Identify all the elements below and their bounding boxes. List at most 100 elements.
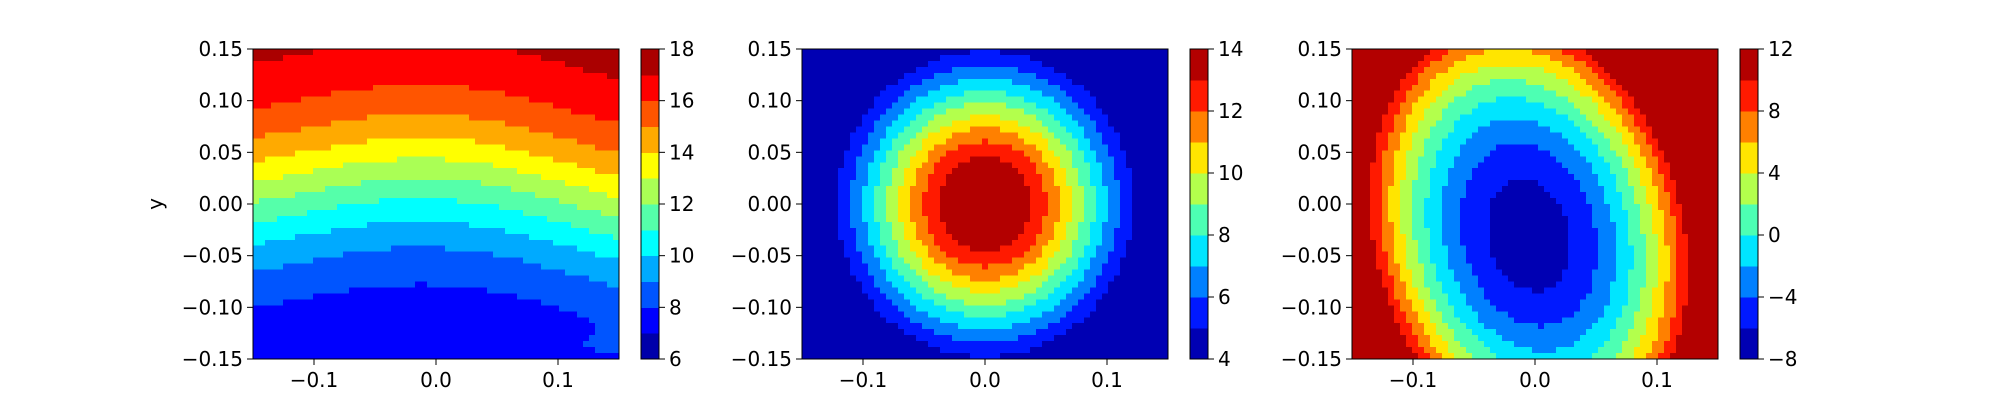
contour-cell	[493, 287, 500, 295]
contour-cell	[1072, 126, 1079, 134]
contour-cell	[880, 54, 887, 62]
contour-cell	[589, 84, 596, 92]
contour-cell	[541, 186, 548, 193]
contour-cell	[439, 168, 446, 175]
contour-cell	[571, 287, 578, 295]
contour-cell	[1114, 84, 1121, 92]
contour-cell	[433, 347, 440, 354]
contour-cell	[958, 150, 965, 157]
contour-cell	[391, 221, 398, 229]
contour-cell	[1060, 192, 1067, 199]
contour-cell	[289, 84, 296, 92]
contour-cell	[589, 150, 596, 157]
contour-cell	[469, 323, 476, 330]
contour-cell	[1138, 132, 1145, 140]
contour-cell	[547, 132, 554, 140]
contour-cell	[481, 347, 488, 354]
contour-cell	[1066, 126, 1073, 134]
contour-cell	[487, 132, 494, 140]
contour-cell	[493, 198, 500, 205]
contour-cell	[445, 221, 452, 229]
contour-cell	[940, 132, 947, 140]
contour-cell	[910, 126, 917, 134]
contour-cell	[331, 293, 338, 300]
contour-cell	[583, 293, 590, 300]
contour-cell	[988, 174, 995, 181]
contour-cell	[904, 138, 911, 145]
contour-cell	[1156, 144, 1163, 151]
contour-cell	[1150, 66, 1157, 74]
contour-cell	[427, 329, 434, 336]
contour-cell	[583, 72, 590, 80]
contour-cell	[307, 102, 314, 110]
contour-cell	[880, 102, 887, 110]
contour-cell	[1078, 78, 1085, 86]
contour-cell	[613, 209, 620, 217]
contour-cell	[499, 305, 506, 312]
contour-cell	[613, 257, 620, 265]
contour-cell	[613, 323, 620, 330]
contour-cell	[409, 204, 416, 211]
contour-cell	[1144, 132, 1151, 140]
contour-cell	[1006, 215, 1013, 223]
contour-cell	[265, 108, 272, 116]
contour-cell	[1030, 120, 1037, 128]
contour-cell	[457, 281, 464, 289]
contour-cell	[589, 90, 596, 98]
contour-cell	[1096, 150, 1103, 157]
contour-cell	[463, 138, 470, 145]
contour-cell	[355, 329, 362, 336]
contour-cell	[295, 227, 302, 235]
contour-cell	[601, 269, 608, 277]
contour-cell	[553, 198, 560, 205]
contour-cell	[403, 317, 410, 324]
contour-cell	[343, 335, 350, 342]
contour-cell	[934, 174, 941, 181]
contour-cell	[451, 84, 458, 92]
contour-cell	[301, 114, 308, 122]
contour-cell	[1162, 120, 1169, 128]
contour-cell	[517, 66, 524, 74]
contour-cell	[361, 150, 368, 157]
contour-cell	[1024, 198, 1031, 205]
contour-cell	[862, 114, 869, 122]
contour-cell	[349, 54, 356, 62]
contour-cell	[361, 180, 368, 187]
contour-cell	[445, 72, 452, 80]
contour-cell	[583, 335, 590, 342]
contour-cell	[1060, 96, 1067, 104]
contour-cell	[337, 132, 344, 140]
contour-cell	[343, 96, 350, 104]
contour-cell	[271, 317, 278, 324]
contour-cell	[940, 204, 947, 211]
contour-cell	[373, 49, 380, 56]
contour-cell	[613, 245, 620, 253]
contour-cell	[373, 120, 380, 128]
contour-cell	[1126, 90, 1133, 98]
contour-cell	[427, 186, 434, 193]
contour-cell	[475, 215, 482, 223]
contour-cell	[541, 275, 548, 283]
contour-cell	[361, 49, 368, 56]
contour-cell	[415, 120, 422, 128]
contour-cell	[523, 251, 530, 259]
contour-cell	[289, 78, 296, 86]
contour-cell	[301, 305, 308, 312]
contour-cell	[361, 353, 368, 360]
contour-cell	[265, 317, 272, 324]
contour-cell	[325, 204, 332, 211]
contour-cell	[367, 144, 374, 151]
contour-cell	[427, 96, 434, 104]
contour-cell	[904, 72, 911, 80]
contour-cell	[1090, 120, 1097, 128]
contour-cell	[547, 60, 554, 68]
contour-cell	[958, 174, 965, 181]
contour-cell	[940, 54, 947, 62]
contour-cell	[583, 168, 590, 175]
contour-cell	[952, 72, 959, 80]
contour-cell	[802, 54, 809, 62]
contour-cell	[589, 198, 596, 205]
contour-cell	[463, 305, 470, 312]
contour-cell	[1006, 96, 1013, 104]
contour-cell	[874, 204, 881, 211]
